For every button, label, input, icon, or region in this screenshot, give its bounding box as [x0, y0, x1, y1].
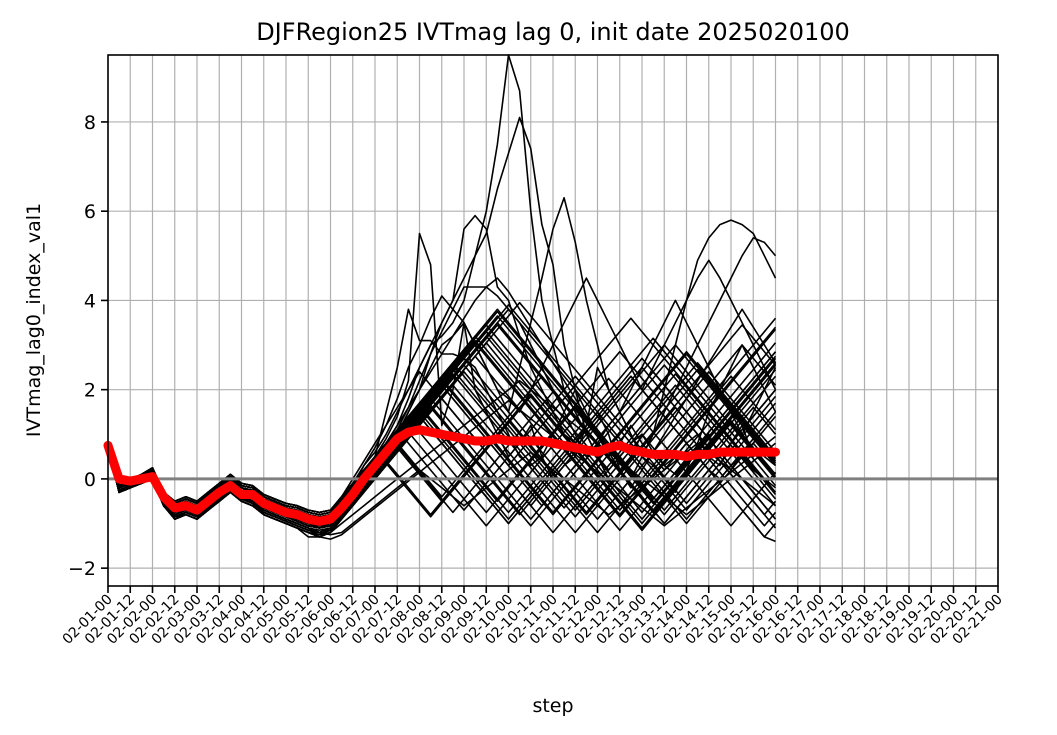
x-axis: 02-01-0002-01-1202-02-0002-02-1202-03-00…: [60, 586, 1006, 648]
chart-title: DJFRegion25 IVTmag lag 0, init date 2025…: [256, 18, 850, 46]
y-tick-label: −2: [68, 558, 96, 580]
ensemble-member-line: [107, 350, 777, 516]
y-axis-label: IVTmag_lag0_index_val1: [23, 203, 45, 437]
ensemble-member-line: [107, 384, 777, 538]
ensemble-member-line: [107, 342, 777, 534]
y-tick-label: 2: [84, 380, 96, 402]
y-tick-label: 4: [84, 290, 96, 312]
ensemble-member-line: [107, 362, 777, 514]
grid-lines: [107, 55, 999, 586]
ensemble-mean-line: [103, 425, 780, 526]
y-axis: −2 0 2 4 6 8: [68, 112, 108, 580]
y-tick-label: 8: [84, 112, 96, 134]
y-tick-label: 0: [84, 469, 96, 491]
x-axis-label: step: [532, 695, 573, 717]
y-tick-label: 6: [84, 201, 96, 223]
